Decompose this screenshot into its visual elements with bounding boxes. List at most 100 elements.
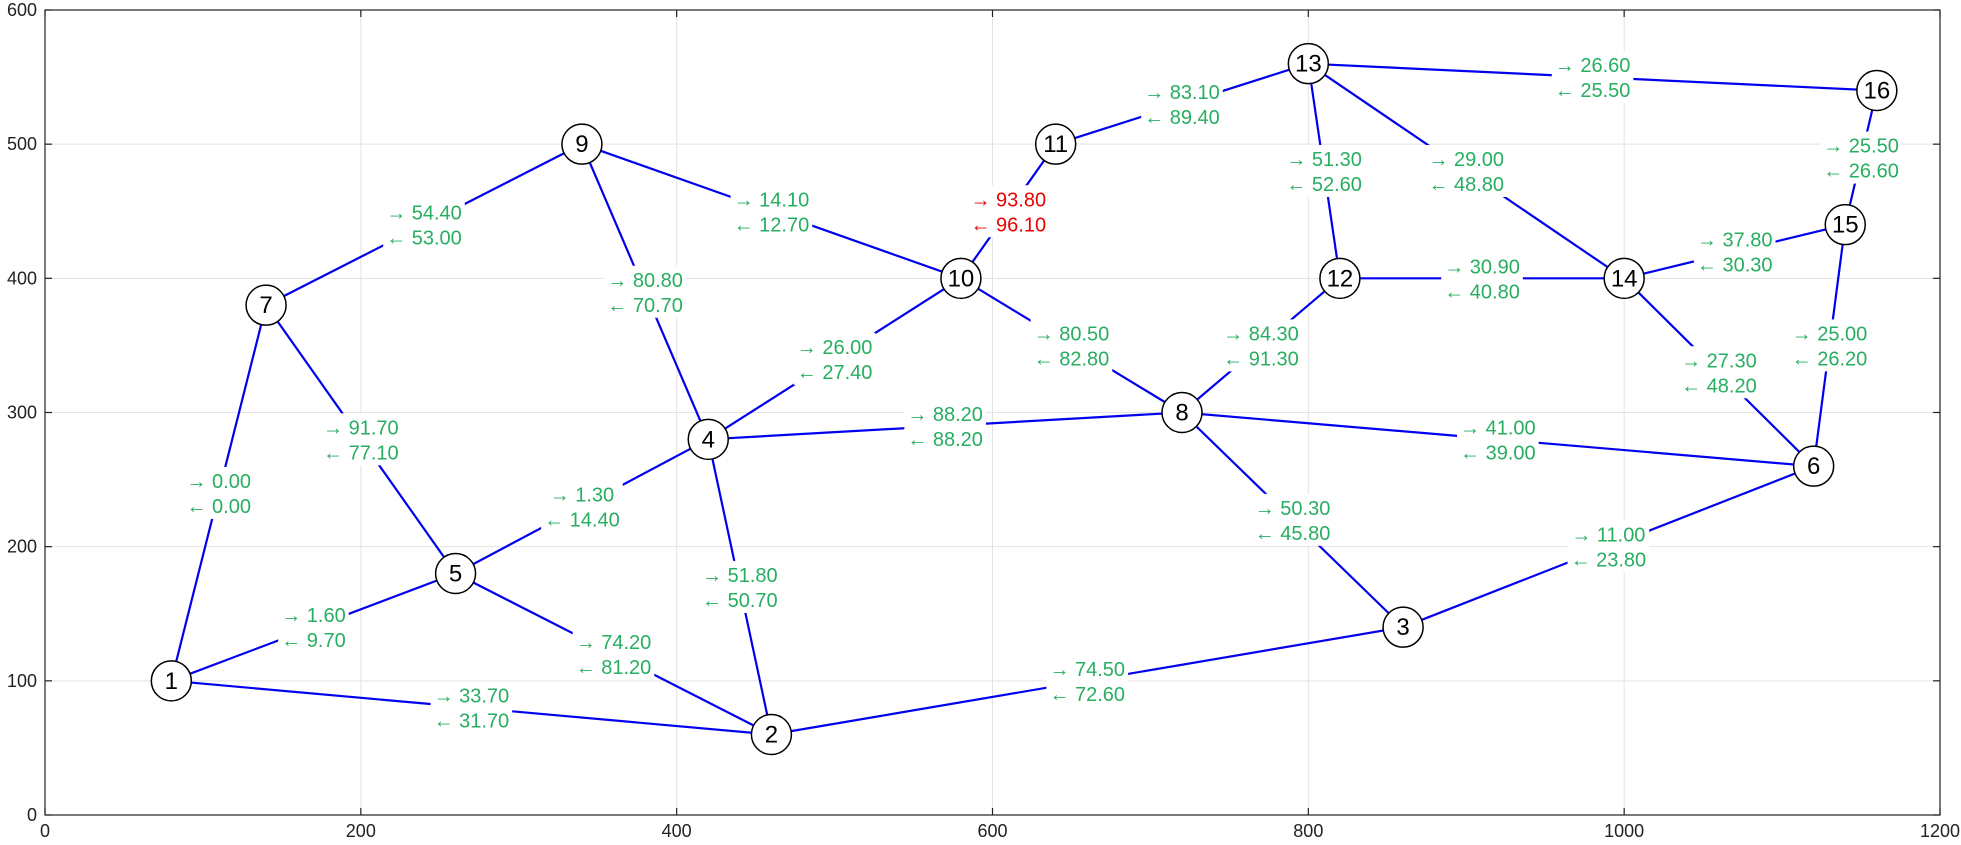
edge-backward-value: ← 70.70: [607, 295, 683, 317]
edge-label-3-6: → 11.00 ← 23.80: [1567, 520, 1650, 573]
edge-label-4-10: → 26.00 ← 27.40: [793, 332, 876, 385]
edge-label-13-16: → 26.60 ← 25.50: [1551, 51, 1634, 104]
edge-forward-value: → 91.70: [323, 417, 399, 439]
edge-labels: → 0.00← 0.00→ 1.60← 9.70→ 33.70← 31.70→ …: [183, 51, 1902, 734]
edge-backward-value: ← 77.10: [323, 442, 399, 464]
edge-label-7-9: → 54.40 ← 53.00: [383, 198, 465, 251]
edge-forward-value: → 51.80: [702, 565, 778, 587]
node-label: 9: [575, 131, 588, 158]
node-circle: [1603, 257, 1645, 300]
edge-label-7-5: → 91.70 ← 77.10: [320, 413, 402, 466]
node-16: 16: [1856, 69, 1898, 112]
edge-label-10-8: → 80.50 ← 82.80: [1030, 319, 1113, 372]
node-9: 9: [561, 123, 603, 165]
edge-label-background: [730, 185, 813, 238]
edge-label-background: [541, 480, 623, 533]
edge-label-5-2: → 74.20 ← 81.20: [572, 628, 655, 680]
node-label: 7: [259, 292, 272, 319]
y-tick-label: 200: [7, 537, 37, 557]
edge-forward-value: → 33.70: [434, 686, 510, 708]
node-circle: [1856, 69, 1898, 112]
edge-label-background: [1283, 145, 1365, 197]
edge-label-8-3: → 50.30 ← 45.80: [1251, 493, 1334, 546]
node-circle: [1792, 445, 1835, 487]
node-11: 11: [1034, 123, 1077, 165]
edge-forward-value: → 0.00: [186, 471, 250, 493]
edge-backward-value: ← 53.00: [386, 228, 462, 250]
node-4: 4: [687, 418, 729, 461]
edge-forward-value: → 30.90: [1444, 256, 1520, 278]
edge-backward-value: ← 40.80: [1444, 281, 1520, 303]
node-13: 13: [1287, 42, 1330, 85]
edge-label-background: [1567, 520, 1650, 573]
edge-label-4-8: → 88.20 ← 88.20: [904, 399, 986, 452]
edge-forward-value: → 51.30: [1286, 149, 1362, 171]
node-label: 16: [1863, 78, 1890, 105]
edge-backward-value: ← 9.70: [281, 630, 345, 652]
y-tick-label: 600: [7, 0, 37, 20]
x-tick-label: 400: [662, 821, 692, 841]
node-label: 1: [165, 668, 178, 695]
y-tick-label: 500: [7, 134, 37, 154]
edge-label-14-15: → 37.80 ← 30.30: [1693, 225, 1776, 278]
node-7: 7: [245, 284, 287, 326]
edge-label-9-4: → 80.80 ← 70.70: [604, 265, 686, 318]
edge-label-background: [1046, 654, 1129, 707]
edge-label-background: [1441, 252, 1523, 305]
edge-forward-value: → 14.10: [734, 189, 810, 211]
edge-backward-value: ← 23.80: [1571, 550, 1647, 572]
edge-label-13-14: → 29.00 ← 48.80: [1425, 145, 1508, 197]
edge-forward-value: → 50.30: [1255, 498, 1331, 520]
edge-forward-value: → 26.60: [1555, 55, 1631, 77]
edge-label-8-6: → 41.00 ← 39.00: [1457, 413, 1539, 466]
node-label: 8: [1175, 400, 1188, 427]
edge-label-10-11: → 93.80 ← 96.10: [967, 185, 1050, 238]
node-label: 15: [1832, 212, 1859, 239]
node-12: 12: [1319, 257, 1361, 300]
node-circle: [940, 257, 982, 300]
node-label: 14: [1611, 265, 1638, 292]
node-circle: [1287, 42, 1330, 85]
edge-backward-value: ← 27.40: [797, 362, 873, 384]
edge-label-background: [967, 185, 1050, 238]
node-label: 2: [765, 722, 778, 749]
edge-forward-value: → 29.00: [1428, 149, 1504, 171]
edge-backward-value: ← 12.70: [734, 214, 810, 236]
edge-label-14-6: → 27.30 ← 48.20: [1678, 346, 1760, 399]
edge-label-background: [604, 265, 686, 318]
edge-backward-value: ← 96.10: [970, 214, 1046, 236]
node-circle: [1161, 391, 1203, 434]
edge-backward-value: ← 89.40: [1144, 107, 1220, 129]
edge-backward-value: ← 72.60: [1049, 684, 1125, 706]
edge-label-background: [1457, 413, 1539, 466]
edge-label-background: [699, 560, 781, 613]
edge-label-5-4: → 1.30 ← 14.40: [541, 480, 623, 533]
edge-forward-value: → 74.50: [1049, 659, 1125, 681]
edge-label-1-2: → 33.70 ← 31.70: [430, 681, 513, 734]
edge-label-background: [1788, 319, 1871, 372]
node-label: 6: [1807, 453, 1820, 480]
node-1: 1: [150, 660, 193, 702]
node-label: 10: [948, 265, 975, 292]
edge-backward-value: ← 52.60: [1286, 174, 1362, 196]
edge-forward-value: → 41.00: [1460, 417, 1536, 439]
edge-label-9-10: → 14.10 ← 12.70: [730, 185, 813, 238]
y-tick-label: 100: [7, 671, 37, 691]
node-15: 15: [1824, 203, 1866, 246]
edge-backward-value: ← 50.70: [702, 590, 778, 612]
node-circle: [687, 418, 729, 461]
edge-forward-value: → 25.00: [1792, 323, 1868, 345]
edge-backward-value: ← 81.20: [576, 657, 652, 679]
edge-backward-value: ← 39.00: [1460, 442, 1536, 464]
node-circle: [1319, 257, 1361, 300]
node-label: 12: [1327, 265, 1354, 292]
edge-backward-value: ← 30.30: [1697, 255, 1773, 277]
edge-label-background: [1251, 493, 1334, 546]
edge-forward-value: → 93.80: [970, 189, 1046, 211]
edge-label-1-5: → 1.60 ← 9.70: [278, 601, 349, 654]
edge-label-12-14: → 30.90 ← 40.80: [1441, 252, 1523, 305]
edge-backward-value: ← 25.50: [1555, 80, 1631, 102]
edge-forward-value: → 83.10: [1144, 82, 1220, 104]
edge-label-background: [1030, 319, 1113, 372]
